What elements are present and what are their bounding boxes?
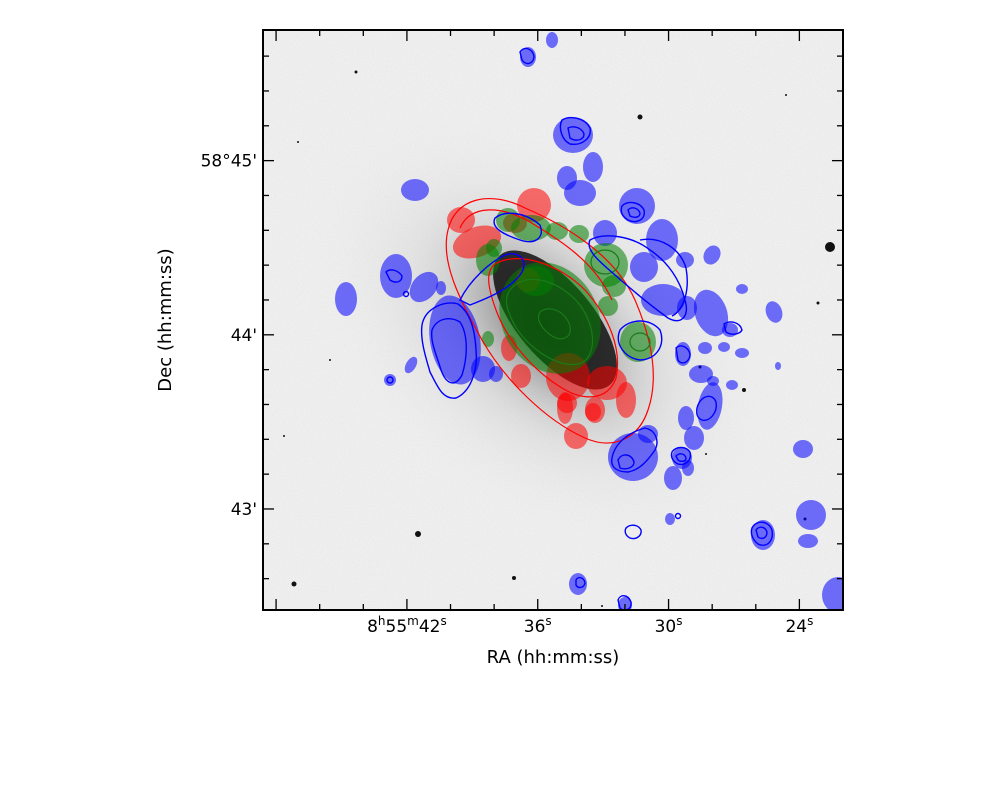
y-axis-ticks — [263, 55, 843, 580]
y-axis-tick-labels: 58°45' 44' 43' — [201, 152, 257, 520]
y-axis-title: Dec (hh:mm:ss) — [155, 248, 176, 391]
x-tick-label: 36s — [524, 614, 552, 637]
x-tick-unit: h — [378, 614, 386, 628]
red-contours — [445, 197, 654, 444]
x-tick-unit: s — [807, 614, 813, 628]
y-tick-label: 44' — [231, 326, 257, 346]
x-tick-label: 8h55m42s — [367, 614, 447, 637]
red-ellipses — [447, 188, 636, 449]
sky-image — [263, 30, 843, 610]
x-tick-number: 42 — [419, 617, 441, 637]
x-axis-tick-labels: 8h55m42s 36s 30s 24s — [367, 614, 813, 637]
x-tick-unit: s — [545, 614, 551, 628]
y-tick-label: 43' — [231, 500, 257, 520]
x-tick-number: 8 — [367, 617, 378, 637]
x-tick-label: 24s — [785, 614, 813, 637]
green-contours — [505, 249, 651, 366]
y-tick-label: 58°45' — [201, 152, 257, 172]
plot-frame — [262, 29, 844, 611]
x-tick-number: 55 — [386, 617, 408, 637]
x-tick-number: 24 — [785, 617, 807, 637]
x-tick-number: 36 — [524, 617, 546, 637]
x-axis-title: RA (hh:mm:ss) — [487, 647, 620, 668]
x-tick-unit: s — [440, 614, 446, 628]
x-axis-ticks — [275, 30, 844, 610]
x-tick-label: 30s — [655, 614, 683, 637]
x-tick-unit: s — [676, 614, 682, 628]
blue-contours — [385, 47, 773, 610]
x-tick-unit: m — [407, 614, 419, 628]
x-tick-number: 30 — [655, 617, 677, 637]
